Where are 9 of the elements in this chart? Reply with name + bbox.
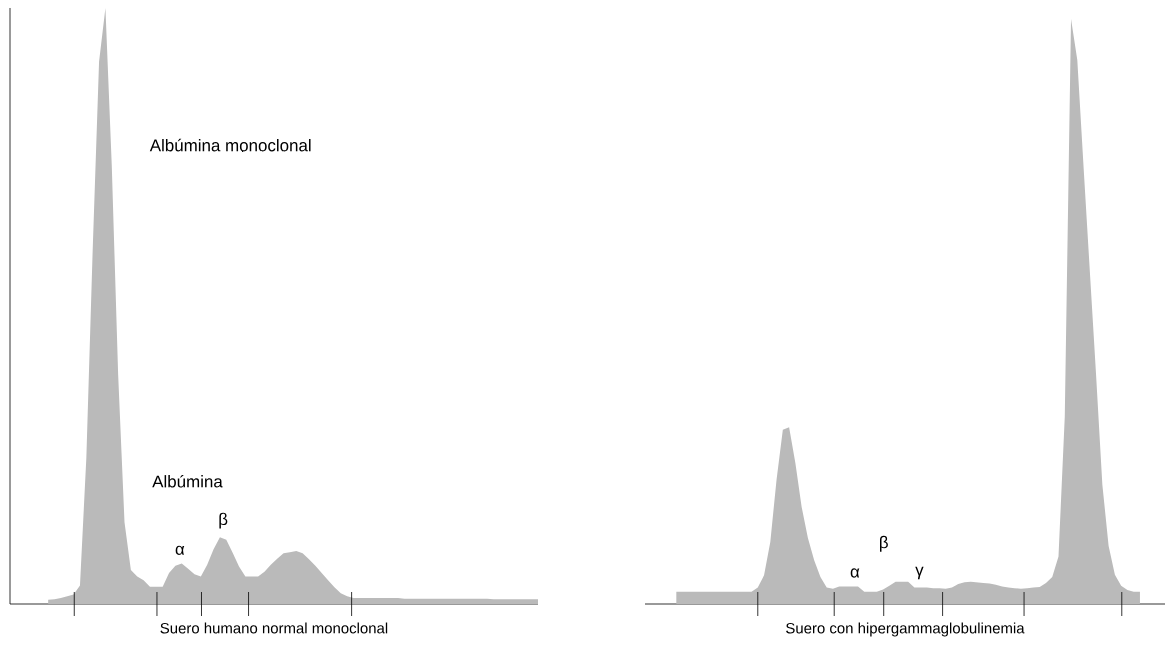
x-axis-title: Suero con hipergammaglobulinemia [786, 622, 1025, 637]
annotation: Albúmina monoclonal [149, 138, 311, 152]
annotation: β [219, 512, 228, 529]
annotation: Albúmina [152, 474, 223, 488]
x-axis-title: Suero humano normal monoclonal [160, 622, 388, 634]
annotation: α [175, 545, 185, 555]
annotation: α [850, 568, 860, 578]
annotation: β [880, 535, 888, 552]
annotation: γ [915, 566, 924, 580]
